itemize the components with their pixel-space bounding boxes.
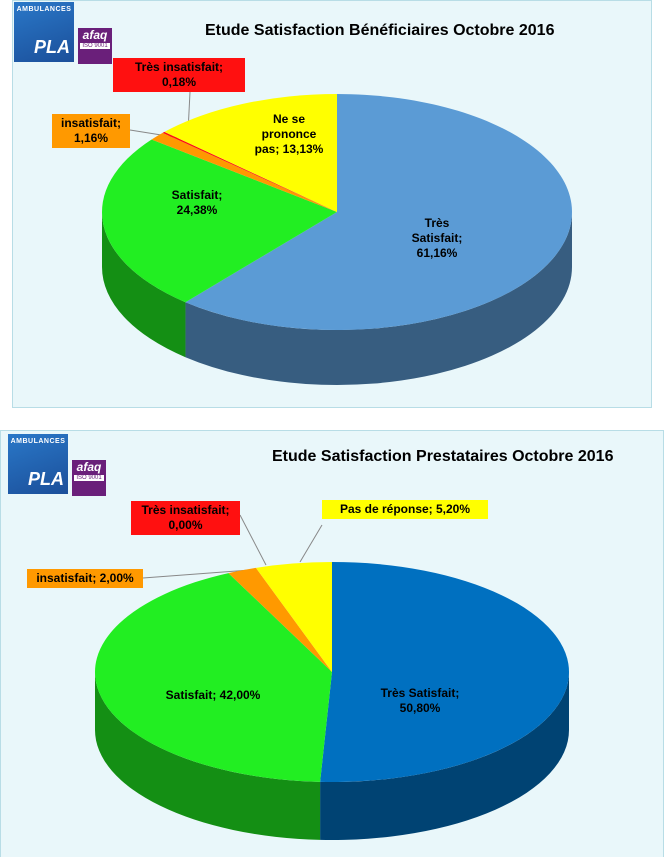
iso-text: ISO 9001	[80, 43, 110, 49]
iso-text: ISO 9001	[74, 475, 104, 481]
slice	[185, 94, 572, 330]
logo-text: AMBULANCES	[10, 438, 66, 445]
data-label: Satisfait; 42,00%	[165, 688, 261, 702]
data-label: Très insatisfait; 0,18%	[113, 58, 245, 92]
data-label: Satisfait; 24,38%	[171, 188, 223, 217]
data-label: Très Satisfait; 50,80%	[380, 686, 460, 715]
leader-lines	[129, 91, 323, 579]
slice	[102, 139, 337, 303]
leader-line	[142, 569, 251, 579]
logo-name: PLA	[28, 469, 64, 489]
logo: AMBULANCES PLA	[8, 434, 68, 494]
slice	[151, 132, 337, 212]
slice-side	[95, 672, 321, 840]
logo-text: AMBULANCES	[16, 6, 72, 13]
slice-side	[185, 212, 572, 385]
data-label: insatisfait; 1,16%	[52, 114, 130, 148]
slice	[94, 573, 332, 782]
data-label: Pas de réponse; 5,20%	[322, 500, 488, 519]
data-label: Ne se prononce pas; 13,13%	[245, 110, 333, 159]
leader-line	[299, 524, 323, 563]
slice-side	[320, 672, 569, 840]
logo: AMBULANCES PLA	[14, 2, 74, 62]
slice	[228, 567, 332, 672]
cert-text: afaq	[82, 28, 108, 42]
slice	[255, 562, 332, 672]
chart-title: Etude Satisfaction Bénéficiaires Octobre…	[205, 22, 555, 39]
data-label: insatisfait; 2,00%	[27, 569, 143, 588]
cert-logo: afaq ISO 9001	[78, 28, 112, 64]
cert-text: afaq	[76, 460, 102, 474]
leader-line	[239, 514, 267, 566]
data-label: Très insatisfait; 0,00%	[131, 501, 240, 535]
slice-side	[102, 212, 186, 358]
logo-name: PLA	[34, 37, 70, 57]
chart-title: Etude Satisfaction Prestataires Octobre …	[272, 448, 614, 465]
data-label: Très Satisfait; 61,16%	[411, 216, 463, 260]
slice	[162, 131, 337, 212]
slice	[320, 562, 570, 783]
cert-logo: afaq ISO 9001	[72, 460, 106, 496]
